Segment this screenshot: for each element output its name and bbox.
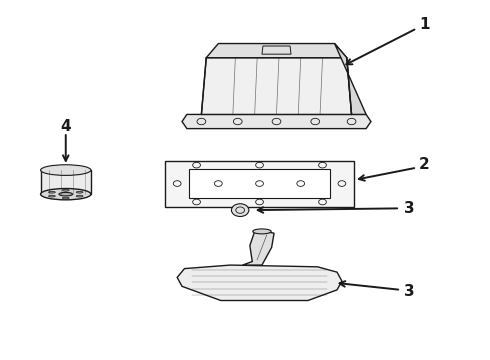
Text: 3: 3 [404, 201, 415, 216]
Text: 3: 3 [404, 284, 415, 299]
Text: 2: 2 [419, 157, 430, 172]
Ellipse shape [49, 195, 55, 197]
Ellipse shape [59, 192, 73, 196]
Ellipse shape [253, 229, 271, 234]
Polygon shape [335, 44, 366, 114]
Ellipse shape [41, 165, 91, 175]
Ellipse shape [76, 192, 83, 193]
Ellipse shape [76, 195, 83, 197]
Ellipse shape [41, 189, 91, 200]
Ellipse shape [62, 197, 69, 199]
Polygon shape [165, 161, 354, 207]
Polygon shape [182, 114, 371, 129]
Ellipse shape [49, 192, 55, 193]
Ellipse shape [62, 189, 69, 191]
Text: 1: 1 [419, 17, 430, 32]
Polygon shape [206, 44, 347, 58]
Circle shape [231, 204, 249, 216]
Polygon shape [41, 170, 91, 194]
Polygon shape [177, 265, 342, 301]
Polygon shape [201, 58, 352, 114]
Text: 4: 4 [60, 119, 71, 134]
Polygon shape [243, 231, 274, 265]
Polygon shape [189, 169, 330, 198]
